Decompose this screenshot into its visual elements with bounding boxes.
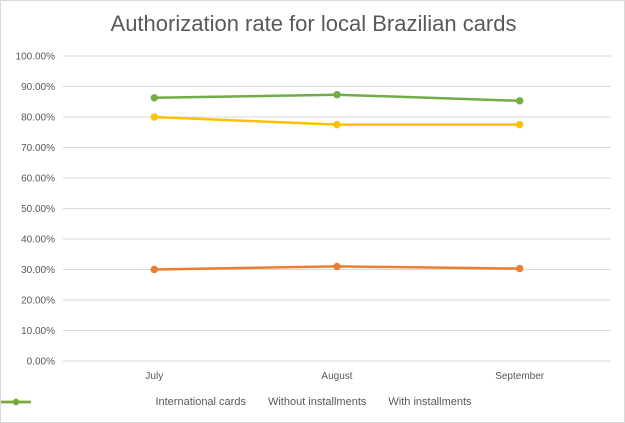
data-point	[333, 120, 341, 129]
x-tick-label: July	[145, 371, 163, 382]
data-point	[515, 120, 524, 129]
y-tick-label: 0.00%	[27, 357, 55, 368]
chart-title: Authorization rate for local Brazilian c…	[110, 11, 517, 36]
y-tick-label: 50.00%	[21, 204, 55, 215]
data-point	[150, 113, 159, 121]
y-tick-label: 20.00%	[21, 296, 55, 307]
data-point	[515, 264, 524, 273]
x-tick-label: September	[495, 371, 545, 382]
data-point	[150, 94, 159, 102]
legend-swatch	[1, 398, 31, 406]
y-tick-label: 60.00%	[21, 174, 55, 185]
y-tick-label: 90.00%	[21, 82, 55, 93]
legend-item: International cards	[1, 396, 246, 408]
data-point	[333, 262, 341, 271]
chart-legend: International cards Without installments W…	[1, 396, 624, 408]
y-tick-label: 40.00%	[21, 235, 55, 246]
legend-label: International cards	[155, 396, 246, 408]
y-tick-label: 70.00%	[21, 143, 55, 154]
x-tick-label: August	[321, 371, 352, 382]
data-point	[150, 265, 159, 274]
legend-label: Without installments	[267, 396, 367, 408]
legend-item: With installments	[1, 396, 472, 408]
legend-label: With installments	[388, 396, 472, 408]
y-tick-label: 10.00%	[21, 326, 55, 337]
y-tick-label: 80.00%	[21, 113, 55, 124]
y-tick-label: 30.00%	[21, 265, 55, 276]
data-point	[333, 91, 341, 99]
y-tick-label: 100.00%	[16, 52, 56, 63]
legend-item: Without installments	[1, 396, 367, 408]
data-point	[515, 97, 524, 105]
legend-swatch-marker	[12, 398, 20, 406]
